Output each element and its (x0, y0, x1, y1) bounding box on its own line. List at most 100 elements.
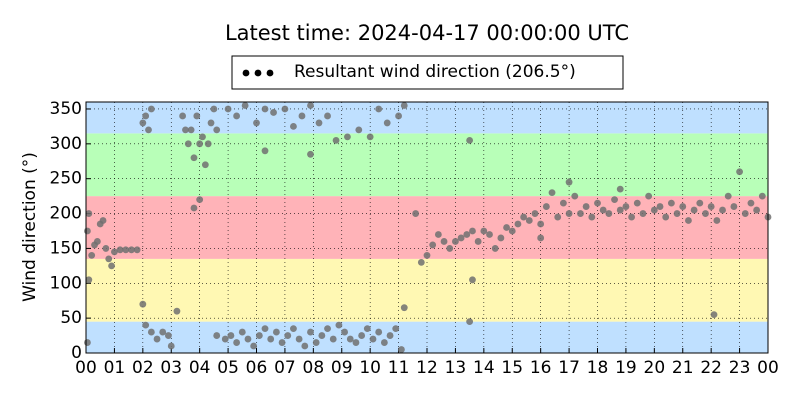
data-point (645, 192, 653, 200)
data-point (108, 262, 115, 270)
data-point (329, 335, 337, 343)
data-point (375, 105, 383, 113)
data-point (503, 224, 510, 231)
data-point (261, 105, 269, 113)
data-point (284, 332, 292, 339)
y-tick-label: 150 (50, 238, 82, 258)
legend-marker (266, 69, 274, 77)
x-tick-label: 12 (416, 358, 438, 378)
data-point (85, 276, 93, 284)
data-point (446, 245, 454, 252)
data-point (261, 325, 269, 332)
data-point (173, 307, 181, 315)
data-point (153, 335, 161, 343)
data-point (713, 217, 721, 224)
data-point (400, 304, 408, 312)
x-tick-label: 00 (75, 358, 97, 378)
data-point (355, 126, 363, 134)
data-point (707, 203, 715, 210)
data-point (278, 339, 286, 346)
data-point (201, 161, 209, 169)
data-point (244, 335, 252, 343)
data-point (307, 102, 314, 109)
legend-marker (242, 69, 250, 77)
data-point (207, 119, 215, 127)
data-point (196, 140, 204, 148)
data-point (469, 227, 476, 235)
x-tick-label: 11 (388, 358, 410, 378)
legend-box (231, 55, 624, 90)
data-point (599, 206, 607, 214)
data-point (88, 251, 96, 259)
data-point (213, 126, 221, 134)
data-point (312, 339, 320, 346)
data-point (491, 245, 499, 252)
x-tick-label: 20 (644, 358, 666, 378)
data-point (594, 199, 601, 207)
x-tick-label: 13 (445, 358, 467, 378)
data-point (696, 199, 704, 207)
x-tick-label: 01 (104, 358, 126, 378)
data-point (318, 332, 326, 339)
data-point (335, 321, 343, 329)
data-point (565, 210, 573, 217)
data-point (116, 246, 124, 254)
data-point (730, 203, 738, 210)
data-point (352, 339, 360, 346)
data-point (679, 203, 687, 210)
data-point (133, 246, 141, 254)
data-point (290, 325, 297, 332)
chart-title: Latest time: 2024-04-17 00:00:00 UTC (225, 21, 629, 45)
x-tick-label: 21 (672, 358, 694, 378)
data-point (165, 332, 172, 339)
data-point (423, 251, 431, 259)
data-point (139, 300, 147, 308)
data-point (662, 213, 670, 221)
data-point (221, 335, 229, 343)
y-tick-label: 50 (60, 308, 82, 328)
data-point (139, 119, 147, 127)
data-point (363, 325, 371, 332)
data-point (193, 112, 201, 120)
y-tick-label: 0 (71, 343, 82, 363)
data-point (307, 150, 314, 158)
x-tick-label: 02 (132, 358, 154, 378)
data-point (358, 332, 366, 339)
data-point (187, 126, 195, 134)
data-point (525, 217, 533, 224)
data-point (719, 206, 726, 214)
data-point (380, 339, 388, 346)
data-point (366, 133, 374, 141)
background-band (86, 196, 768, 259)
x-tick-label: 00 (757, 358, 779, 378)
data-point (673, 210, 681, 217)
data-point (616, 206, 624, 214)
data-point (298, 112, 306, 120)
data-point (261, 147, 269, 155)
data-point (341, 328, 348, 336)
data-point (650, 206, 658, 214)
data-point (667, 199, 675, 207)
data-point (267, 335, 275, 343)
x-tick-label: 18 (587, 358, 609, 378)
data-point (616, 185, 624, 193)
y-tick-label: 250 (50, 169, 82, 189)
data-point (440, 238, 448, 245)
data-point (392, 325, 400, 332)
data-point (469, 276, 476, 284)
y-tick-label: 350 (50, 99, 82, 119)
data-point (145, 126, 152, 134)
data-point (93, 238, 101, 245)
data-point (520, 213, 528, 221)
data-point (611, 196, 618, 204)
data-point (147, 328, 155, 336)
data-point (548, 189, 556, 197)
x-tick-label: 08 (303, 358, 325, 378)
y-axis-label: Wind direction (°) (20, 152, 40, 302)
data-point (290, 123, 297, 130)
data-point (213, 332, 221, 339)
data-point (690, 206, 698, 214)
data-point (531, 210, 539, 217)
x-tick-label: 15 (501, 358, 523, 378)
data-point (233, 339, 241, 346)
